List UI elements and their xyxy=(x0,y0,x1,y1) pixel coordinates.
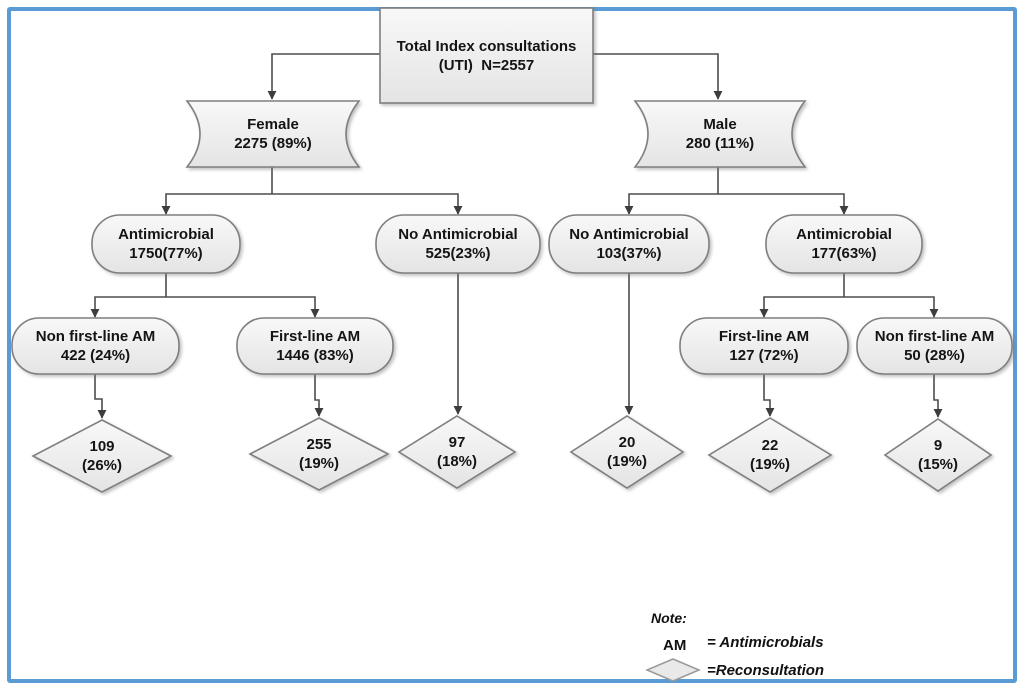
node-male-am-shape xyxy=(765,214,923,274)
node-recon-male-nonfirst: 9 (15%) xyxy=(885,419,991,491)
node-female-first-label: First-line AM xyxy=(269,328,361,345)
node-male-first-value: 127 (72%) xyxy=(729,347,799,364)
legend-am-definition: = Antimicrobials xyxy=(707,634,824,651)
node-recon-97-shape xyxy=(397,415,517,489)
node-female-am-shape xyxy=(91,214,241,274)
node-male: Male 280 (11%) xyxy=(634,100,806,168)
node-recon-male-noam: 20 (19%) xyxy=(571,416,683,488)
recon-percent: (18%) xyxy=(436,453,477,470)
connector-male-nonfirst-to-recon xyxy=(933,374,943,418)
node-male-first-shape xyxy=(679,317,849,375)
node-male-nonfirst-label: Non first-line AM xyxy=(874,328,995,345)
legend-am-abbr: AM xyxy=(663,637,687,654)
node-recon-female-noam: 97 (18%) xyxy=(399,416,515,488)
recon-count: 97 xyxy=(448,434,466,451)
node-female-value: 2275 (89%) xyxy=(234,135,312,152)
recon-percent: (15%) xyxy=(917,456,958,473)
node-male-am-value: 177(63%) xyxy=(811,245,877,262)
node-root-label: Total Index consultations xyxy=(396,37,577,55)
connector-root-to-female xyxy=(267,53,380,100)
connector-female-to-am xyxy=(161,193,272,215)
node-male-non-first-line: Non first-line AM 50 (28%) xyxy=(857,318,1012,374)
recon-count: 20 xyxy=(618,434,636,451)
connector-male-am-to-nonfirst xyxy=(844,296,939,318)
connector-root-to-male xyxy=(593,53,723,100)
node-female: Female 2275 (89%) xyxy=(186,100,360,168)
node-female-first-shape xyxy=(236,317,394,375)
node-male-noam-label: No Antimicrobial xyxy=(569,226,689,243)
node-recon-9-shape xyxy=(883,418,993,492)
node-female-noam-value: 525(23%) xyxy=(425,245,491,262)
node-male-first-line: First-line AM 127 (72%) xyxy=(680,318,848,374)
node-male-nonfirst-shape xyxy=(856,317,1013,375)
connector-female-first-to-recon xyxy=(314,374,324,417)
node-recon-female-first: 255 (19%) xyxy=(250,418,388,490)
node-recon-20-shape xyxy=(569,415,685,489)
connector-female-am-to-first xyxy=(166,296,320,318)
recon-count: 109 xyxy=(89,438,115,455)
node-male-first-label: First-line AM xyxy=(718,328,810,345)
node-female-am-value: 1750(77%) xyxy=(129,245,203,262)
recon-percent: (19%) xyxy=(749,456,790,473)
node-recon-109-shape xyxy=(31,419,173,493)
node-male-shape xyxy=(633,100,807,168)
recon-count: 255 xyxy=(306,436,332,453)
recon-count: 22 xyxy=(761,437,779,454)
node-female-first-line: First-line AM 1446 (83%) xyxy=(237,318,393,374)
node-male-label: Male xyxy=(703,116,737,133)
connector-male-first-to-recon xyxy=(763,374,775,417)
node-male-nonfirst-value: 50 (28%) xyxy=(904,347,965,364)
connector-male-am-to-first xyxy=(759,296,844,318)
node-female-noam-shape xyxy=(375,214,541,274)
node-root-shape xyxy=(379,7,594,104)
legend-note-label: Note: xyxy=(651,610,687,626)
node-female-nonfirst-value: 422 (24%) xyxy=(60,347,131,364)
node-female-first-value: 1446 (83%) xyxy=(276,347,354,364)
node-female-nonfirst-shape xyxy=(11,317,180,375)
recon-count: 9 xyxy=(933,437,943,454)
node-female-shape xyxy=(185,100,361,168)
connector-lines xyxy=(90,53,943,419)
node-female-antimicrobial: Antimicrobial 1750(77%) xyxy=(92,215,240,273)
node-recon-female-nonfirst: 109 (26%) xyxy=(33,420,171,492)
connector-male-to-am xyxy=(718,193,849,215)
node-recon-255-shape xyxy=(248,417,390,491)
node-root: Total Index consultations (UTI) N=2557 xyxy=(380,8,593,103)
node-female-nonfirst-label: Non first-line AM xyxy=(35,328,156,345)
node-recon-22-shape xyxy=(707,417,833,493)
legend-diamond-definition: =Reconsultation xyxy=(707,662,825,679)
reconsultation-diamond-icon xyxy=(645,658,701,682)
connector-female-am-to-nonfirst xyxy=(90,296,166,318)
node-male-no-antimicrobial: No Antimicrobial 103(37%) xyxy=(549,215,709,273)
node-recon-male-first: 22 (19%) xyxy=(709,418,831,492)
node-male-value: 280 (11%) xyxy=(685,135,755,152)
node-female-no-antimicrobial: No Antimicrobial 525(23%) xyxy=(376,215,540,273)
node-female-label: Female xyxy=(247,116,299,133)
recon-percent: (19%) xyxy=(298,455,339,472)
node-male-noam-value: 103(37%) xyxy=(596,245,662,262)
node-female-noam-label: No Antimicrobial xyxy=(398,226,518,243)
recon-percent: (26%) xyxy=(81,457,122,474)
connector-female-to-noam xyxy=(272,193,463,215)
node-male-am-label: Antimicrobial xyxy=(796,226,892,243)
node-male-antimicrobial: Antimicrobial 177(63%) xyxy=(766,215,922,273)
connector-female-nonfirst-to-recon xyxy=(94,374,107,419)
node-female-non-first-line: Non first-line AM 422 (24%) xyxy=(12,318,179,374)
recon-percent: (19%) xyxy=(606,453,647,470)
node-root-value: (UTI) N=2557 xyxy=(438,56,535,74)
node-female-am-label: Antimicrobial xyxy=(118,226,214,243)
node-male-noam-shape xyxy=(548,214,710,274)
connector-male-to-noam xyxy=(624,193,718,215)
